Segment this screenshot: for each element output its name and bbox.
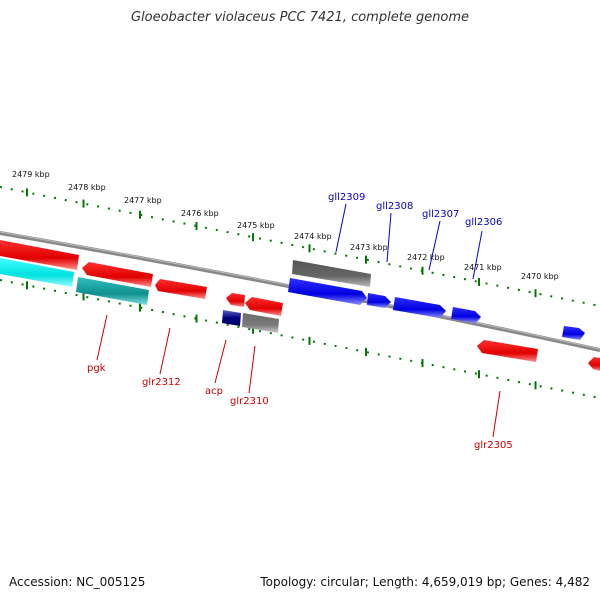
genome-summary: Topology: circular; Length: 4,659,019 bp…	[260, 575, 590, 589]
gene-label-pgk: pgk	[87, 363, 106, 374]
gene-labels-forward: gll2309 gll2308 gll2307 gll2306	[328, 192, 502, 228]
gene-arrow-gray-forward	[292, 260, 371, 287]
gene-label-gll2307: gll2307	[422, 209, 459, 220]
kbp-label-2473: 2473 kbp	[350, 243, 388, 252]
leader-glr2305	[492, 390, 501, 438]
kbp-label-2474: 2474 kbp	[294, 232, 332, 241]
gene-arrow-red-right-edge	[588, 357, 600, 371]
gene-label-glr2305: glr2305	[474, 440, 513, 451]
gene-arrow-gray-reverse	[242, 313, 279, 333]
gene-arrow-red-left	[0, 240, 79, 270]
kbp-label-2476: 2476 kbp	[181, 209, 219, 218]
leader-acp	[214, 339, 227, 384]
gene-arrow-glr2305	[477, 340, 538, 362]
leader-pgk	[96, 314, 108, 361]
gene-arrow-glr2310	[245, 297, 283, 316]
kbp-label-2478: 2478 kbp	[68, 183, 106, 192]
gene-arrow-glr2312	[155, 279, 207, 299]
accession-label: Accession: NC_005125	[9, 575, 146, 589]
gene-arrow-gll2308	[367, 293, 391, 308]
map-title: Gloeobacter violaceus PCC 7421, complete…	[130, 10, 470, 25]
gene-arrow-acp	[222, 310, 241, 326]
gene-label-gll2308: gll2308	[376, 201, 413, 212]
leader-glr2312	[159, 327, 171, 375]
gene-label-gll2306: gll2306	[465, 217, 502, 228]
kbp-label-2479: 2479 kbp	[12, 170, 50, 179]
gene-label-glr2310: glr2310	[230, 396, 269, 407]
gene-labels-reverse: pgk glr2312 acp glr2310 glr2305	[87, 363, 513, 451]
leader-gll2307	[428, 220, 441, 271]
gene-arrow-right-edge	[562, 326, 585, 340]
kbp-label-2470: 2470 kbp	[521, 272, 559, 281]
kbp-ticks	[26, 188, 537, 390]
gene-label-gll2309: gll2309	[328, 192, 365, 203]
kbp-label-2472: 2472 kbp	[407, 253, 445, 262]
gene-arrow-red-2	[82, 262, 153, 287]
leader-gll2309	[335, 203, 347, 253]
gene-arrow-gll2306	[451, 307, 481, 323]
leader-glr2310	[248, 345, 256, 394]
kbp-label-2475: 2475 kbp	[237, 221, 275, 230]
gene-label-acp: acp	[205, 386, 223, 397]
kbp-label-2471: 2471 kbp	[464, 263, 502, 272]
gene-label-glr2312: glr2312	[142, 377, 181, 388]
leader-gll2308	[386, 212, 392, 263]
gene-arrow-gll2307	[393, 297, 446, 318]
gene-arrow-acp-red	[226, 293, 245, 307]
kbp-label-2477: 2477 kbp	[124, 196, 162, 205]
inner-tick-row	[0, 279, 600, 399]
gene-arrow-cyan-left	[0, 258, 74, 287]
gene-arrow-gll2309	[288, 278, 367, 305]
label-leaders	[96, 203, 501, 438]
leader-gll2306	[472, 230, 483, 280]
gene-arrow-pgk	[76, 277, 149, 305]
kbp-labels: 2479 kbp 2478 kbp 2477 kbp 2476 kbp 2475…	[12, 170, 559, 281]
